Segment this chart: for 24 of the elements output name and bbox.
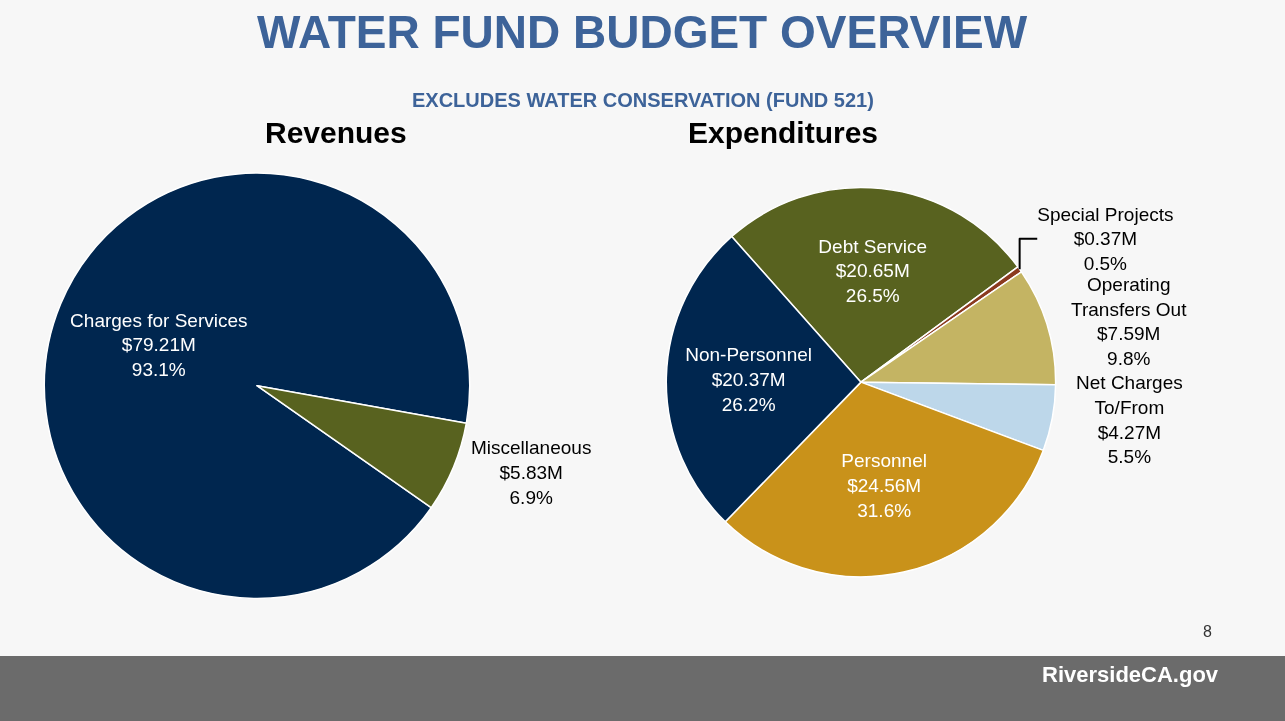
chart-title: Expenditures (688, 116, 879, 149)
data-label: $20.37M 26.2% (711, 369, 786, 415)
slice-label: Net Charges To/From (1076, 372, 1183, 418)
data-label: $4.27M 5.5% (1097, 421, 1162, 468)
text: RiversideCA.gov (1042, 662, 1219, 687)
slice-label: Miscellaneous (470, 437, 592, 459)
text: 8 (1203, 623, 1212, 640)
data-label: $79.21M 93.1% (121, 334, 196, 381)
pie-slice (43, 172, 471, 599)
pie-slice (256, 384, 468, 509)
slice-label: Charges for Services (70, 309, 248, 331)
text: EXCLUDES WATER CONSERVATION (FUND 521) (412, 89, 874, 111)
slice-label: Special Projects (1037, 203, 1174, 225)
data-label: $0.37M 0.5% (1073, 228, 1138, 275)
slice-label: Non-Personnel (685, 344, 812, 366)
data-label: $20.65M 26.5% (835, 260, 910, 307)
data-label: $5.83M 6.9% (499, 462, 563, 508)
chart-title: Revenues (265, 116, 407, 149)
slice-label: Personnel (841, 450, 927, 472)
slice-label: Operating Transfers Out (1071, 274, 1188, 320)
slice-label: Debt Service (818, 235, 928, 257)
data-label: $24.56M 31.6% (847, 475, 922, 521)
text: WATER FUND BUDGET OVERVIEW (257, 6, 1028, 58)
data-label: $7.59M 9.8% (1097, 323, 1161, 370)
